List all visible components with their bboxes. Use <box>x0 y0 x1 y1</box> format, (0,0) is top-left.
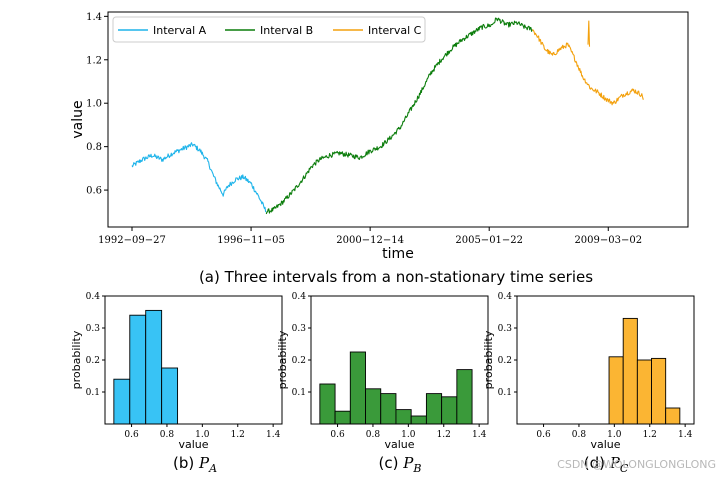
y-tick-label: 0.4 <box>86 292 101 302</box>
y-tick-label: 0.4 <box>292 292 307 302</box>
x-tick-label: 1.4 <box>472 430 487 440</box>
x-tick-label: 1.4 <box>266 430 281 440</box>
x-axis-label: value <box>178 438 208 451</box>
y-tick-label: 0.1 <box>292 388 306 398</box>
caption-a: (a) Three intervals from a non-stationar… <box>199 268 593 286</box>
x-tick-label: 1.0 <box>401 430 416 440</box>
x-tick-label: 0.8 <box>572 430 587 440</box>
top-x-axis-label: time <box>382 246 414 262</box>
top-y-tick-label: 1.2 <box>86 55 102 66</box>
histogram-bar <box>410 415 427 425</box>
y-axis-label: probability <box>70 330 83 389</box>
y-tick-label: 0.1 <box>498 388 512 398</box>
top-y-tick-label: 1.4 <box>86 12 102 23</box>
legend-box <box>112 16 426 43</box>
histogram-bar <box>622 317 638 425</box>
series-line-interval-a <box>131 142 267 213</box>
y-tick-label: 0.3 <box>498 324 513 334</box>
x-tick-label: 1.2 <box>437 430 451 440</box>
caption-d-symbol: P <box>609 454 621 472</box>
series-line-interval-c <box>531 29 644 106</box>
histogram-bar <box>319 383 336 425</box>
histogram-bar <box>425 393 443 425</box>
x-tick-label: 0.6 <box>536 430 551 440</box>
top-series-layer <box>131 17 644 215</box>
caption-c-subscript: B <box>412 462 421 475</box>
x-tick-label: 1.2 <box>231 430 245 440</box>
caption-d-prefix: (d) <box>584 454 610 472</box>
top-y-tick-label: 0.6 <box>86 186 102 197</box>
series-spike-interval-c <box>587 20 591 47</box>
caption-d-subscript: C <box>620 462 629 475</box>
x-axis-label: value <box>384 438 414 451</box>
caption-d: (d) PC <box>584 454 629 475</box>
x-tick-label: 0.6 <box>124 430 139 440</box>
histogram-bar <box>349 351 366 425</box>
y-tick-label: 0.3 <box>292 324 307 334</box>
histogram-bar <box>395 409 412 425</box>
y-tick-label: 0.2 <box>498 356 512 366</box>
histogram-bar <box>129 314 147 425</box>
top-x-tick-label: 2005−01−22 <box>455 235 523 246</box>
top-x-tick-label: 1992−09−27 <box>98 235 166 246</box>
top-y-tick-label: 1.0 <box>86 99 102 110</box>
x-tick-label: 1.4 <box>678 430 693 440</box>
histogram-b: 0.1 0.2 0.3 0.4 0.6 0.8 1.0 1.2 1.4 value probabil… <box>70 292 283 451</box>
histogram-bar <box>334 410 351 425</box>
x-tick-label: 1.0 <box>607 430 622 440</box>
y-tick-label: 0.4 <box>498 292 513 302</box>
x-tick-label: 0.8 <box>366 430 381 440</box>
histogram-bar <box>113 378 131 425</box>
caption-c-prefix: (c) <box>379 454 404 472</box>
x-tick-label: 1.2 <box>643 430 657 440</box>
histogram-c: 0.1 0.2 0.3 0.4 0.6 0.8 1.0 1.2 1.4 value probabil… <box>276 292 489 451</box>
histogram-bar <box>380 393 397 425</box>
y-tick-label: 0.3 <box>86 324 101 334</box>
top-y-axis-label: value <box>70 100 86 138</box>
series-line-interval-b <box>265 17 533 215</box>
legend-label-interval-c: Interval C <box>368 24 422 37</box>
histogram-bar <box>608 356 624 425</box>
caption-c: (c) PB <box>379 454 422 475</box>
y-tick-label: 0.2 <box>86 356 100 366</box>
y-axis-label: probability <box>276 330 289 389</box>
caption-b-symbol: P <box>198 454 210 472</box>
caption-b: (b) PA <box>173 454 217 475</box>
histogram-bar <box>365 388 382 425</box>
caption-b-subscript: A <box>208 462 217 475</box>
top-x-ticks: 1992−09−27 1996−11−05 2000−12−14 2005−01−22… <box>98 227 642 246</box>
histogram-bar <box>161 367 179 425</box>
histogram-bar <box>651 357 667 425</box>
caption-c-symbol: P <box>402 454 414 472</box>
y-axis-label: probability <box>482 330 495 389</box>
watermark: CSDN @WOLONGLONGLONG <box>557 458 716 471</box>
y-tick-label: 0.2 <box>292 356 306 366</box>
histogram-frame <box>516 295 695 425</box>
top-x-tick-label: 2000−12−14 <box>336 235 404 246</box>
histogram-bar <box>456 369 473 425</box>
top-plot-frame <box>107 11 689 228</box>
x-tick-label: 1.0 <box>195 430 210 440</box>
histogram-bar <box>441 396 458 425</box>
histogram-bar <box>145 309 163 425</box>
legend-label-interval-a: Interval A <box>153 24 207 37</box>
top-y-ticks: 0.6 0.8 1.0 1.2 1.4 <box>86 12 108 197</box>
top-x-tick-label: 1996−11−05 <box>217 235 285 246</box>
top-chart: 0.6 0.8 1.0 1.2 1.4 1992−09−27 1996−11−05 2000… <box>70 11 689 286</box>
legend-label-interval-b: Interval B <box>260 24 313 37</box>
legend: Interval A Interval B Interval C <box>112 16 426 43</box>
histogram-d: 0.1 0.2 0.3 0.4 0.6 0.8 1.0 1.2 1.4 value probabil… <box>482 292 695 451</box>
y-tick-label: 0.1 <box>86 388 100 398</box>
top-y-tick-label: 0.8 <box>86 142 102 153</box>
caption-b-prefix: (b) <box>173 454 199 472</box>
x-axis-label: value <box>590 438 620 451</box>
x-tick-label: 0.8 <box>160 430 175 440</box>
x-tick-label: 0.6 <box>330 430 345 440</box>
top-x-tick-label: 2009−03−02 <box>574 235 642 246</box>
histogram-bar <box>636 359 652 425</box>
histogram-bar <box>665 407 681 425</box>
